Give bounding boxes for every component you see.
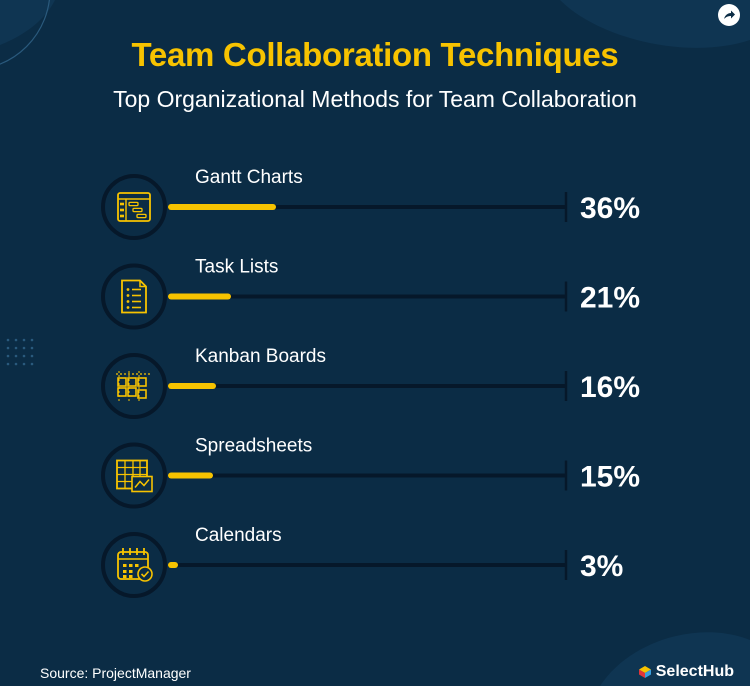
bar-label: Spreadsheets [195, 436, 312, 457]
task-list-icon [121, 279, 147, 314]
bar-row: Gantt Charts 36% [101, 167, 640, 240]
bar-label: Gantt Charts [195, 167, 303, 188]
bar-label: Kanban Boards [195, 346, 326, 367]
bar-label: Calendars [195, 525, 282, 546]
brand-name: SelectHub [655, 663, 734, 680]
bar-row: Spreadsheets 15% [101, 436, 640, 509]
value-label: 15% [580, 461, 640, 494]
share-icon[interactable] [718, 4, 740, 26]
bar [168, 472, 213, 479]
bar-row: Calendars 3% [101, 525, 623, 598]
source-note: Source: ProjectManager [40, 665, 191, 681]
bar [168, 562, 178, 568]
chart-subtitle: Top Organizational Methods for Team Coll… [113, 86, 637, 112]
bar [168, 383, 216, 389]
icon-badge [101, 263, 167, 330]
gantt-chart-icon [117, 192, 151, 222]
icon-badge [101, 442, 167, 509]
icon-badge [101, 532, 167, 598]
kanban-board-icon [116, 371, 152, 402]
bar-label: Task Lists [195, 257, 278, 278]
value-label: 3% [580, 550, 623, 583]
chart-title: Team Collaboration Techniques [131, 36, 619, 73]
bar-row: Task Lists 21% [101, 257, 640, 330]
value-label: 21% [580, 282, 640, 315]
value-label: 36% [580, 192, 640, 225]
spreadsheet-icon [116, 459, 153, 493]
value-label: 16% [580, 371, 640, 404]
calendar-icon [117, 548, 153, 582]
selecthub-logo-icon [638, 666, 651, 678]
brand-logo: SelectHub [638, 663, 734, 681]
icon-badge [101, 174, 167, 240]
bar [168, 204, 276, 210]
bar [168, 293, 231, 300]
bar-row: Kanban Boards 16% [101, 346, 640, 419]
